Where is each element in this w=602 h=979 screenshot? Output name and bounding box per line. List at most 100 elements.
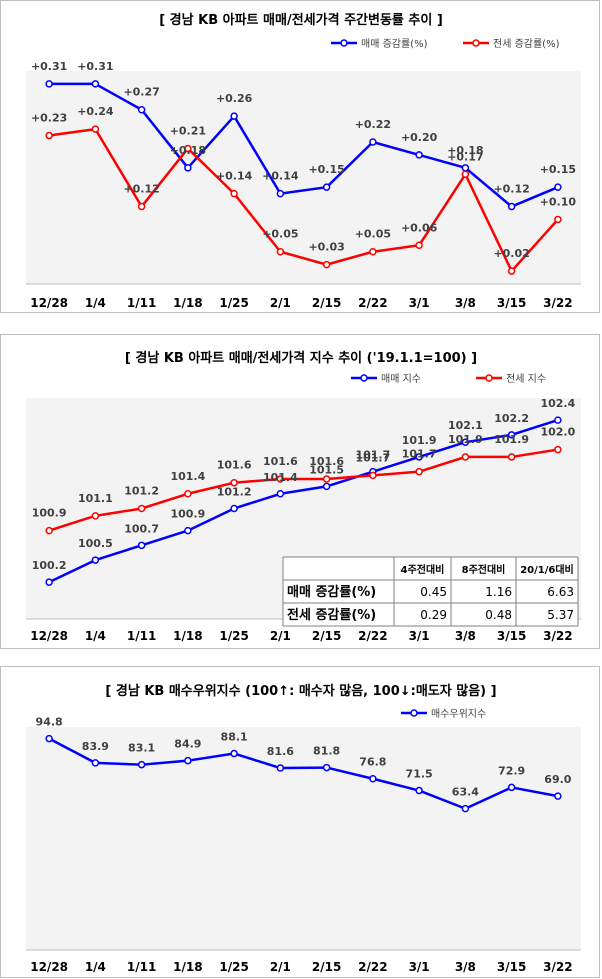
data-point <box>137 202 146 211</box>
data-label: 100.2 <box>32 559 67 572</box>
data-label: +0.31 <box>77 60 113 73</box>
data-point <box>461 453 470 461</box>
data-point <box>45 131 53 140</box>
data-label: 81.8 <box>313 745 340 758</box>
data-point <box>230 478 238 487</box>
data-label: +0.22 <box>355 118 391 131</box>
data-label: +0.18 <box>447 144 483 157</box>
table-bg <box>283 557 578 626</box>
data-label: 101.4 <box>170 470 205 483</box>
x-tick-label: 1/4 <box>85 629 106 643</box>
data-label: +0.21 <box>170 124 206 137</box>
data-point <box>369 247 377 256</box>
data-point <box>322 183 331 191</box>
data-label: 71.5 <box>406 768 433 781</box>
data-label: +0.02 <box>493 247 529 260</box>
legend-label: 전세 증감률(%) <box>493 38 560 50</box>
data-label: 101.6 <box>309 455 344 468</box>
data-point <box>507 431 516 439</box>
data-point <box>91 556 100 564</box>
data-label: 100.9 <box>170 508 205 521</box>
x-tick-label: 3/15 <box>497 296 526 310</box>
legend-label: 전세 지수 <box>506 373 546 385</box>
data-label: +0.17 <box>447 150 483 163</box>
data-label: 101.9 <box>448 433 483 446</box>
data-label: +0.15 <box>308 163 344 176</box>
data-label: 101.6 <box>263 455 298 468</box>
data-point <box>91 759 100 767</box>
table-cell: 0.29 <box>420 608 447 622</box>
legend-label: 매수우위지수 <box>431 707 486 720</box>
data-label: +0.27 <box>123 86 159 99</box>
data-point <box>415 241 423 250</box>
data-label: 101.9 <box>494 433 529 446</box>
data-label: 63.4 <box>452 786 479 799</box>
data-point <box>91 125 100 133</box>
x-tick-label: 3/22 <box>543 629 572 643</box>
data-label: +0.14 <box>216 170 253 183</box>
data-label: +0.06 <box>401 221 438 234</box>
series-line <box>48 127 559 273</box>
data-point <box>554 215 562 224</box>
data-label: +0.18 <box>170 144 206 157</box>
data-point <box>276 490 285 498</box>
plot-area <box>26 71 581 284</box>
x-tick-label: 1/18 <box>173 296 202 310</box>
x-tick-label: 1/18 <box>173 629 202 643</box>
data-point <box>554 445 562 454</box>
x-tick-label: 3/1 <box>409 960 430 974</box>
x-tick-label: 2/15 <box>312 296 341 310</box>
x-tick-label: 3/15 <box>497 629 526 643</box>
data-label: 72.9 <box>498 764 525 777</box>
data-label: 101.7 <box>355 451 390 464</box>
data-point <box>554 416 562 424</box>
data-label: 101.7 <box>355 449 390 462</box>
data-label: 100.9 <box>32 507 67 520</box>
data-point <box>45 80 53 88</box>
data-point <box>276 247 285 256</box>
data-point <box>461 438 470 446</box>
data-point <box>230 189 238 198</box>
chart-title: [ 경남 KB 아파트 매매/전세가격 주간변동률 추이 ] <box>159 12 443 28</box>
data-label: +0.26 <box>216 92 253 105</box>
data-label: 101.1 <box>78 492 113 505</box>
chart-title: [ 경남 KB 매수우위지수 (100↑: 매수자 많음, 100↓:매도자 많… <box>105 683 496 699</box>
data-label: 101.6 <box>217 459 252 472</box>
chart-title: [ 경남 KB 아파트 매매/전세가격 지수 추이 ('19.1.1=100) … <box>125 350 477 366</box>
data-label: +0.10 <box>540 195 577 208</box>
data-point <box>276 475 285 483</box>
table-cell: 0.48 <box>485 608 512 622</box>
data-label: 100.7 <box>124 522 159 535</box>
data-label: +0.05 <box>355 228 391 241</box>
data-point <box>322 475 331 483</box>
data-point <box>507 453 516 461</box>
data-label: +0.12 <box>493 183 529 196</box>
x-tick-label: 3/22 <box>543 296 572 310</box>
data-point <box>369 138 377 146</box>
data-point <box>461 164 470 172</box>
data-point <box>230 112 238 120</box>
x-tick-label: 2/15 <box>312 629 341 643</box>
data-label: 94.8 <box>36 716 63 729</box>
x-tick-label: 2/1 <box>270 296 291 310</box>
x-tick-label: 1/11 <box>127 960 156 974</box>
data-label: +0.05 <box>262 228 298 241</box>
table-header: 4주전대비 <box>401 563 445 576</box>
data-label: +0.14 <box>262 170 299 183</box>
data-point <box>45 578 53 586</box>
buyer-advantage-chart-panel: [ 경남 KB 매수우위지수 (100↑: 매수자 많음, 100↓:매도자 많… <box>0 666 600 978</box>
weekly-change-chart-panel: [ 경남 KB 아파트 매매/전세가격 주간변동률 추이 ] 12/28 1/4 1/… <box>0 0 600 313</box>
table-row-label: 전세 증감률(%) <box>287 607 376 623</box>
series-line <box>48 737 559 810</box>
data-point <box>322 260 331 269</box>
legend-marker <box>410 709 418 717</box>
data-point <box>276 764 285 772</box>
x-tick-label: 2/1 <box>270 960 291 974</box>
x-tick-label: 2/22 <box>358 629 387 643</box>
table-cell: 6.63 <box>547 585 574 599</box>
series-line <box>48 418 559 584</box>
data-label: +0.12 <box>123 183 159 196</box>
data-label: 102.0 <box>540 426 575 439</box>
x-tick-label: 3/1 <box>409 296 430 310</box>
data-label: 102.1 <box>448 419 483 432</box>
